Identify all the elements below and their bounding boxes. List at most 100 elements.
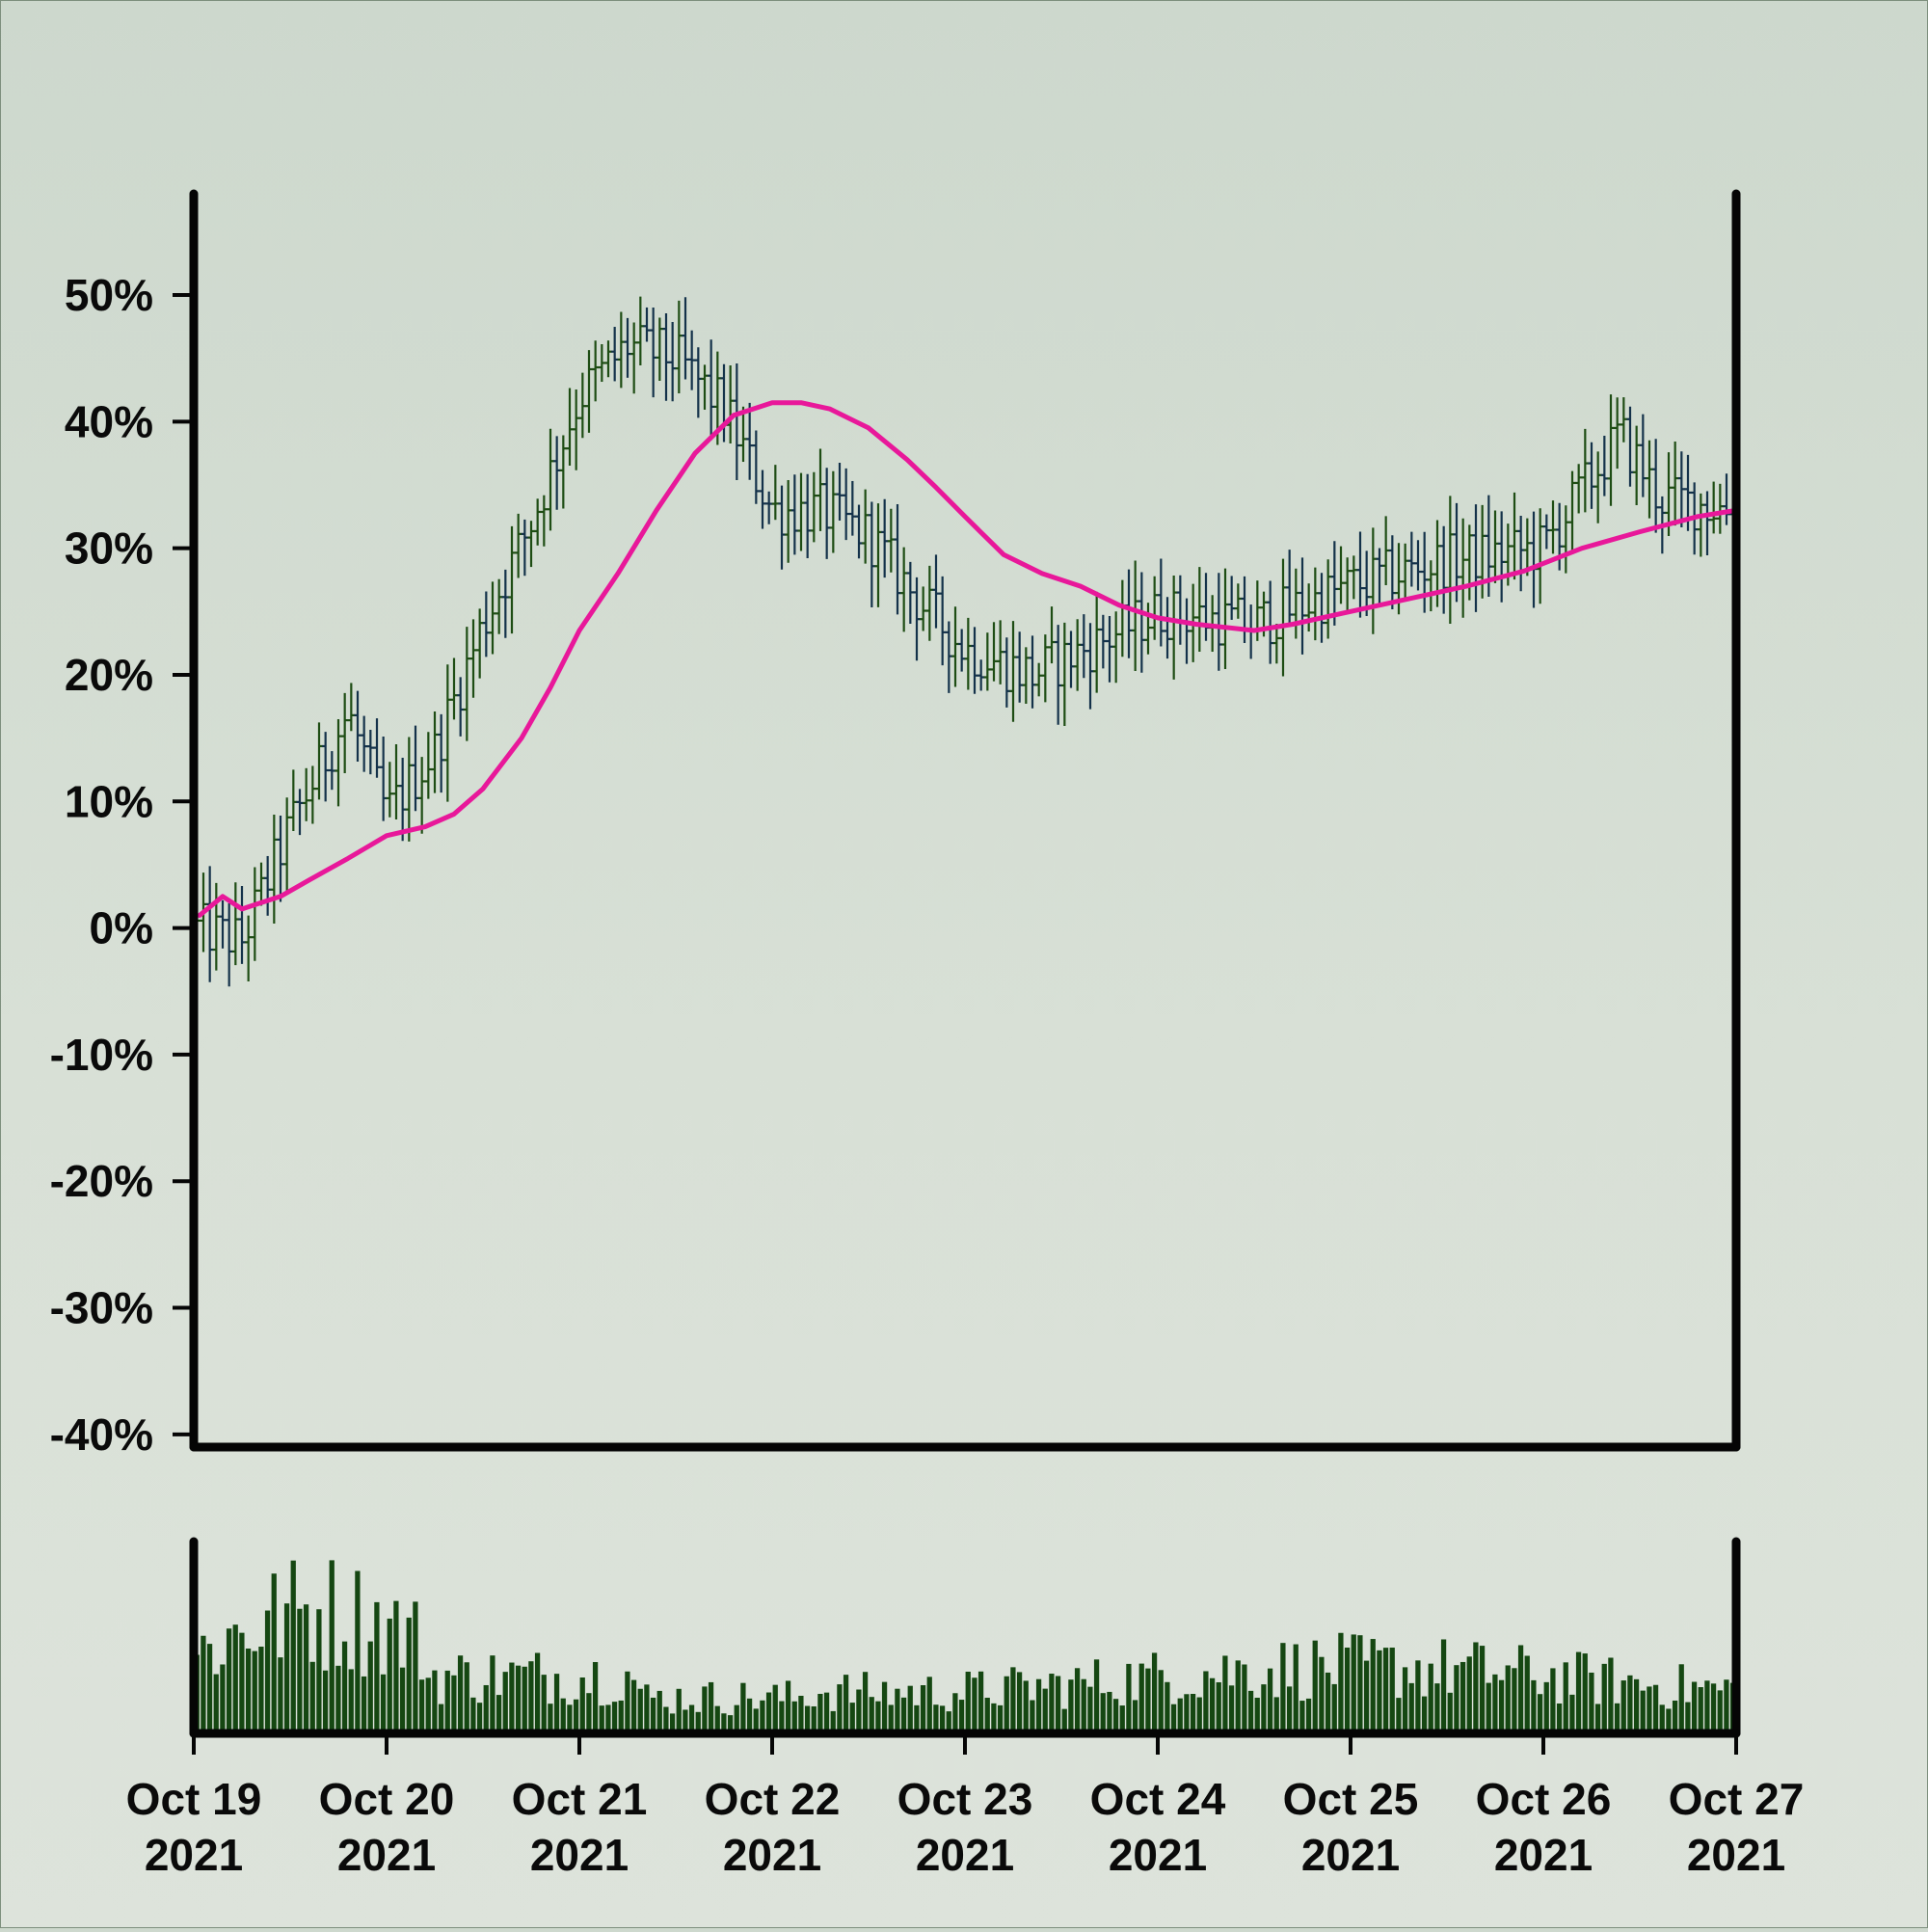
- y-tick-label: -30%: [50, 1283, 153, 1333]
- ohlc-bar: [540, 495, 548, 547]
- ohlc-bar: [450, 657, 458, 720]
- volume-bar: [1023, 1680, 1029, 1733]
- volume-bar: [1338, 1632, 1344, 1733]
- ohlc-bar: [1620, 397, 1627, 443]
- volume-bar: [965, 1671, 971, 1733]
- ohlc-bar: [1511, 492, 1518, 580]
- ohlc-bar: [457, 677, 465, 737]
- volume-bar: [444, 1670, 450, 1733]
- volume-bar: [201, 1635, 206, 1733]
- volume-bar: [1138, 1663, 1144, 1733]
- ohlc-bar: [939, 576, 947, 666]
- ohlc-bar: [1164, 597, 1171, 659]
- volume-bar: [548, 1704, 553, 1733]
- volume-bar: [1325, 1672, 1331, 1733]
- ohlc-bar: [983, 632, 991, 691]
- volume-bar: [984, 1698, 990, 1733]
- volume-bar: [785, 1680, 791, 1733]
- volume-bar: [1030, 1700, 1035, 1733]
- volume-bar: [1286, 1686, 1293, 1733]
- volume-bar: [1370, 1639, 1376, 1733]
- volume-bar: [1659, 1704, 1665, 1733]
- ohlc-bar: [1363, 550, 1371, 617]
- volume-bar: [329, 1560, 335, 1733]
- volume-bar: [476, 1703, 483, 1733]
- ohlc-bar: [1414, 540, 1422, 591]
- ohlc-bar: [733, 363, 740, 480]
- volume-bar: [1093, 1659, 1100, 1733]
- volume-bar: [278, 1657, 283, 1733]
- volume-bar: [1498, 1679, 1505, 1733]
- ohlc-bar: [1086, 623, 1094, 710]
- ohlc-bar: [656, 317, 663, 382]
- volume-bar: [1479, 1646, 1486, 1733]
- volume-bar: [528, 1661, 534, 1733]
- ohlc-bar: [1176, 575, 1184, 645]
- ohlc-bar: [212, 882, 220, 971]
- ohlc-bar: [1016, 631, 1024, 703]
- ohlc-bar: [515, 513, 522, 578]
- x-tick-year: 2021: [723, 1830, 821, 1880]
- ohlc-bar: [894, 503, 901, 615]
- volume-bar: [1678, 1664, 1684, 1733]
- volume-bar: [1061, 1708, 1067, 1733]
- volume-bar: [1177, 1698, 1183, 1733]
- volume-bar: [997, 1704, 1004, 1733]
- ohlc-bar: [662, 312, 670, 401]
- volume-bar: [1247, 1690, 1254, 1733]
- volume-bar: [875, 1701, 881, 1733]
- ohlc-bar: [1272, 623, 1280, 664]
- x-tick-label: Oct 19: [126, 1774, 262, 1824]
- volume-bar: [862, 1672, 869, 1733]
- volume-bar: [656, 1690, 662, 1733]
- ohlc-bar: [945, 621, 952, 693]
- volume-bar: [483, 1684, 489, 1733]
- volume-bar: [708, 1681, 714, 1733]
- ohlc-bar: [495, 578, 503, 634]
- ohlc-bar: [1325, 559, 1332, 639]
- volume-bar: [695, 1711, 701, 1733]
- ohlc-bar: [1537, 508, 1544, 604]
- ohlc-bar: [1318, 573, 1326, 643]
- ohlc-bar: [219, 899, 227, 949]
- x-tick-label: Oct 20: [319, 1774, 455, 1824]
- volume-bar: [1293, 1644, 1299, 1733]
- ohlc-bar: [598, 344, 605, 383]
- volume-bars: [194, 1560, 1736, 1733]
- ohlc-bar: [836, 462, 844, 521]
- ohlc-bar: [206, 866, 214, 982]
- x-tick-year: 2021: [145, 1830, 243, 1880]
- volume-bar: [1550, 1668, 1556, 1733]
- ohlc-bar: [739, 406, 747, 463]
- ohlc-bar: [1215, 573, 1222, 671]
- volume-bar: [1556, 1703, 1563, 1733]
- volume-bar: [457, 1655, 464, 1733]
- ohlc-bar: [843, 468, 850, 541]
- ohlc-bar: [277, 816, 284, 902]
- volume-bar: [714, 1705, 720, 1733]
- volume-bar: [303, 1604, 309, 1733]
- volume-bar: [534, 1652, 541, 1733]
- volume-bar: [1543, 1681, 1549, 1733]
- ohlc-bar: [270, 815, 278, 925]
- ohlc-bar: [1388, 535, 1396, 610]
- ohlc-bar: [283, 797, 291, 892]
- ohlc-bar: [611, 327, 619, 382]
- ohlc-bar: [308, 765, 316, 824]
- volume-bar: [630, 1679, 637, 1733]
- ohlc-bar: [392, 743, 400, 819]
- ohlc-bar: [1029, 635, 1036, 709]
- ohlc-bar: [1723, 473, 1730, 525]
- ohlc-bar: [1588, 442, 1595, 509]
- volume-bar: [1537, 1694, 1543, 1733]
- ohlc-bar: [501, 569, 509, 638]
- x-tick-label: Oct 27: [1669, 1774, 1805, 1824]
- volume-bar: [1170, 1704, 1177, 1733]
- x-tick-year: 2021: [1687, 1830, 1785, 1880]
- ohlc-bar: [1125, 569, 1133, 658]
- volume-bar: [1415, 1660, 1421, 1733]
- x-tick-label: Oct 23: [897, 1774, 1033, 1824]
- ohlc-bar: [245, 915, 253, 982]
- ohlc-bar: [1542, 514, 1550, 550]
- ohlc-bar: [482, 591, 490, 657]
